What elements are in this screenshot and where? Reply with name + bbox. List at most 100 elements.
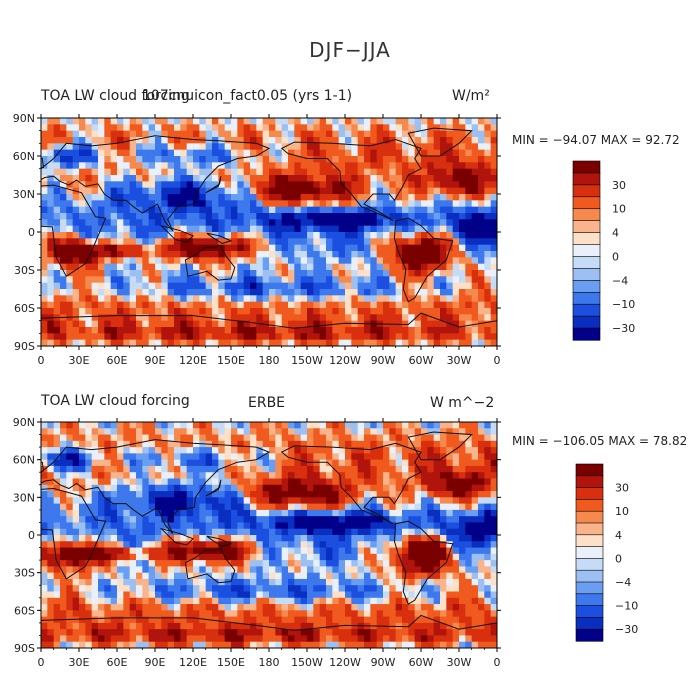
map-cell bbox=[148, 497, 156, 505]
map-cell bbox=[427, 308, 435, 315]
map-cell bbox=[490, 295, 497, 303]
map-cell bbox=[155, 572, 162, 580]
map-cell bbox=[129, 428, 137, 436]
map-cell bbox=[218, 447, 226, 454]
map-cell bbox=[180, 219, 188, 227]
map-cell bbox=[85, 547, 93, 555]
map-cell bbox=[186, 472, 194, 480]
map-cell bbox=[237, 547, 245, 555]
map-cell bbox=[129, 516, 137, 524]
lon-tick-label: 150E bbox=[217, 354, 245, 367]
map-cell bbox=[275, 263, 283, 271]
map-cell bbox=[389, 597, 397, 605]
map-cell bbox=[142, 118, 150, 125]
map-cell bbox=[85, 516, 93, 524]
map-cell bbox=[478, 528, 485, 536]
map-cell bbox=[224, 187, 232, 195]
map-cell bbox=[85, 478, 93, 486]
map-cell bbox=[402, 295, 409, 303]
map-cell bbox=[212, 497, 219, 505]
map-cell bbox=[383, 434, 390, 442]
map-cell bbox=[174, 244, 181, 252]
map-cell bbox=[478, 465, 485, 473]
map-cell bbox=[142, 320, 150, 328]
map-cell bbox=[262, 206, 270, 214]
map-cell bbox=[414, 522, 422, 530]
map-cell bbox=[275, 295, 283, 303]
map-cell bbox=[218, 503, 226, 511]
panel1-case-title: 107cnuicon_fact0.05 (yrs 1-1) bbox=[142, 88, 353, 104]
map-cell bbox=[161, 181, 169, 189]
map-cell bbox=[490, 478, 497, 486]
map-cell bbox=[123, 194, 131, 201]
map-cell bbox=[193, 276, 200, 284]
map-cell bbox=[370, 440, 378, 448]
map-cell bbox=[218, 168, 226, 176]
map-cell bbox=[123, 320, 131, 328]
map-cell bbox=[433, 503, 441, 511]
map-cell bbox=[142, 162, 150, 170]
map-cell bbox=[313, 591, 321, 599]
map-cell bbox=[351, 130, 359, 138]
map-cell bbox=[218, 327, 226, 334]
map-cell bbox=[351, 314, 359, 322]
map-cell bbox=[478, 509, 485, 517]
map-cell bbox=[395, 162, 403, 170]
map-cell bbox=[72, 497, 80, 505]
map-cell bbox=[129, 434, 137, 442]
map-cell bbox=[41, 289, 48, 296]
map-cell bbox=[66, 422, 74, 429]
map-cell bbox=[180, 553, 188, 561]
map-cell bbox=[123, 130, 131, 138]
map-cell bbox=[237, 484, 245, 492]
map-cell bbox=[345, 276, 352, 284]
map-cell bbox=[180, 560, 188, 567]
map-cell bbox=[357, 428, 365, 436]
map-cell bbox=[345, 578, 352, 586]
map-cell bbox=[332, 560, 340, 567]
map-cell bbox=[490, 541, 497, 549]
map-cell bbox=[72, 516, 80, 524]
map-cell bbox=[148, 320, 156, 328]
map-cell bbox=[269, 491, 276, 498]
map-cell bbox=[446, 591, 454, 599]
map-cell bbox=[193, 295, 200, 303]
map-cell bbox=[389, 257, 397, 265]
map-cell bbox=[465, 528, 473, 536]
map-cell bbox=[53, 541, 61, 549]
map-cell bbox=[66, 491, 74, 498]
map-cell bbox=[383, 181, 390, 189]
map-cell bbox=[256, 578, 264, 586]
map-cell bbox=[427, 149, 435, 157]
map-cell bbox=[142, 566, 150, 574]
map-cell bbox=[53, 453, 61, 461]
map-cell bbox=[41, 137, 48, 144]
map-cell bbox=[212, 528, 219, 536]
map-cell bbox=[370, 206, 378, 214]
map-cell bbox=[256, 585, 264, 593]
map-cell bbox=[85, 604, 93, 611]
map-cell bbox=[459, 206, 466, 214]
map-cell bbox=[104, 478, 112, 486]
map-cell bbox=[47, 459, 55, 467]
map-cell bbox=[123, 578, 131, 586]
map-cell bbox=[357, 130, 365, 138]
map-cell bbox=[79, 232, 86, 239]
map-cell bbox=[332, 339, 340, 346]
map-cell bbox=[161, 560, 169, 567]
map-cell bbox=[351, 194, 359, 201]
map-cell bbox=[193, 509, 200, 517]
map-cell bbox=[199, 251, 207, 258]
map-cell bbox=[427, 547, 435, 555]
map-cell bbox=[395, 333, 403, 341]
map-cell bbox=[79, 137, 86, 144]
map-cell bbox=[237, 516, 245, 524]
map-cell bbox=[193, 156, 200, 163]
coastline bbox=[407, 127, 473, 157]
map-cell bbox=[275, 547, 283, 555]
map-cell bbox=[91, 244, 99, 252]
map-cell bbox=[275, 610, 283, 618]
map-cell bbox=[47, 522, 55, 530]
map-cell bbox=[357, 143, 365, 151]
map-cell bbox=[218, 585, 226, 593]
